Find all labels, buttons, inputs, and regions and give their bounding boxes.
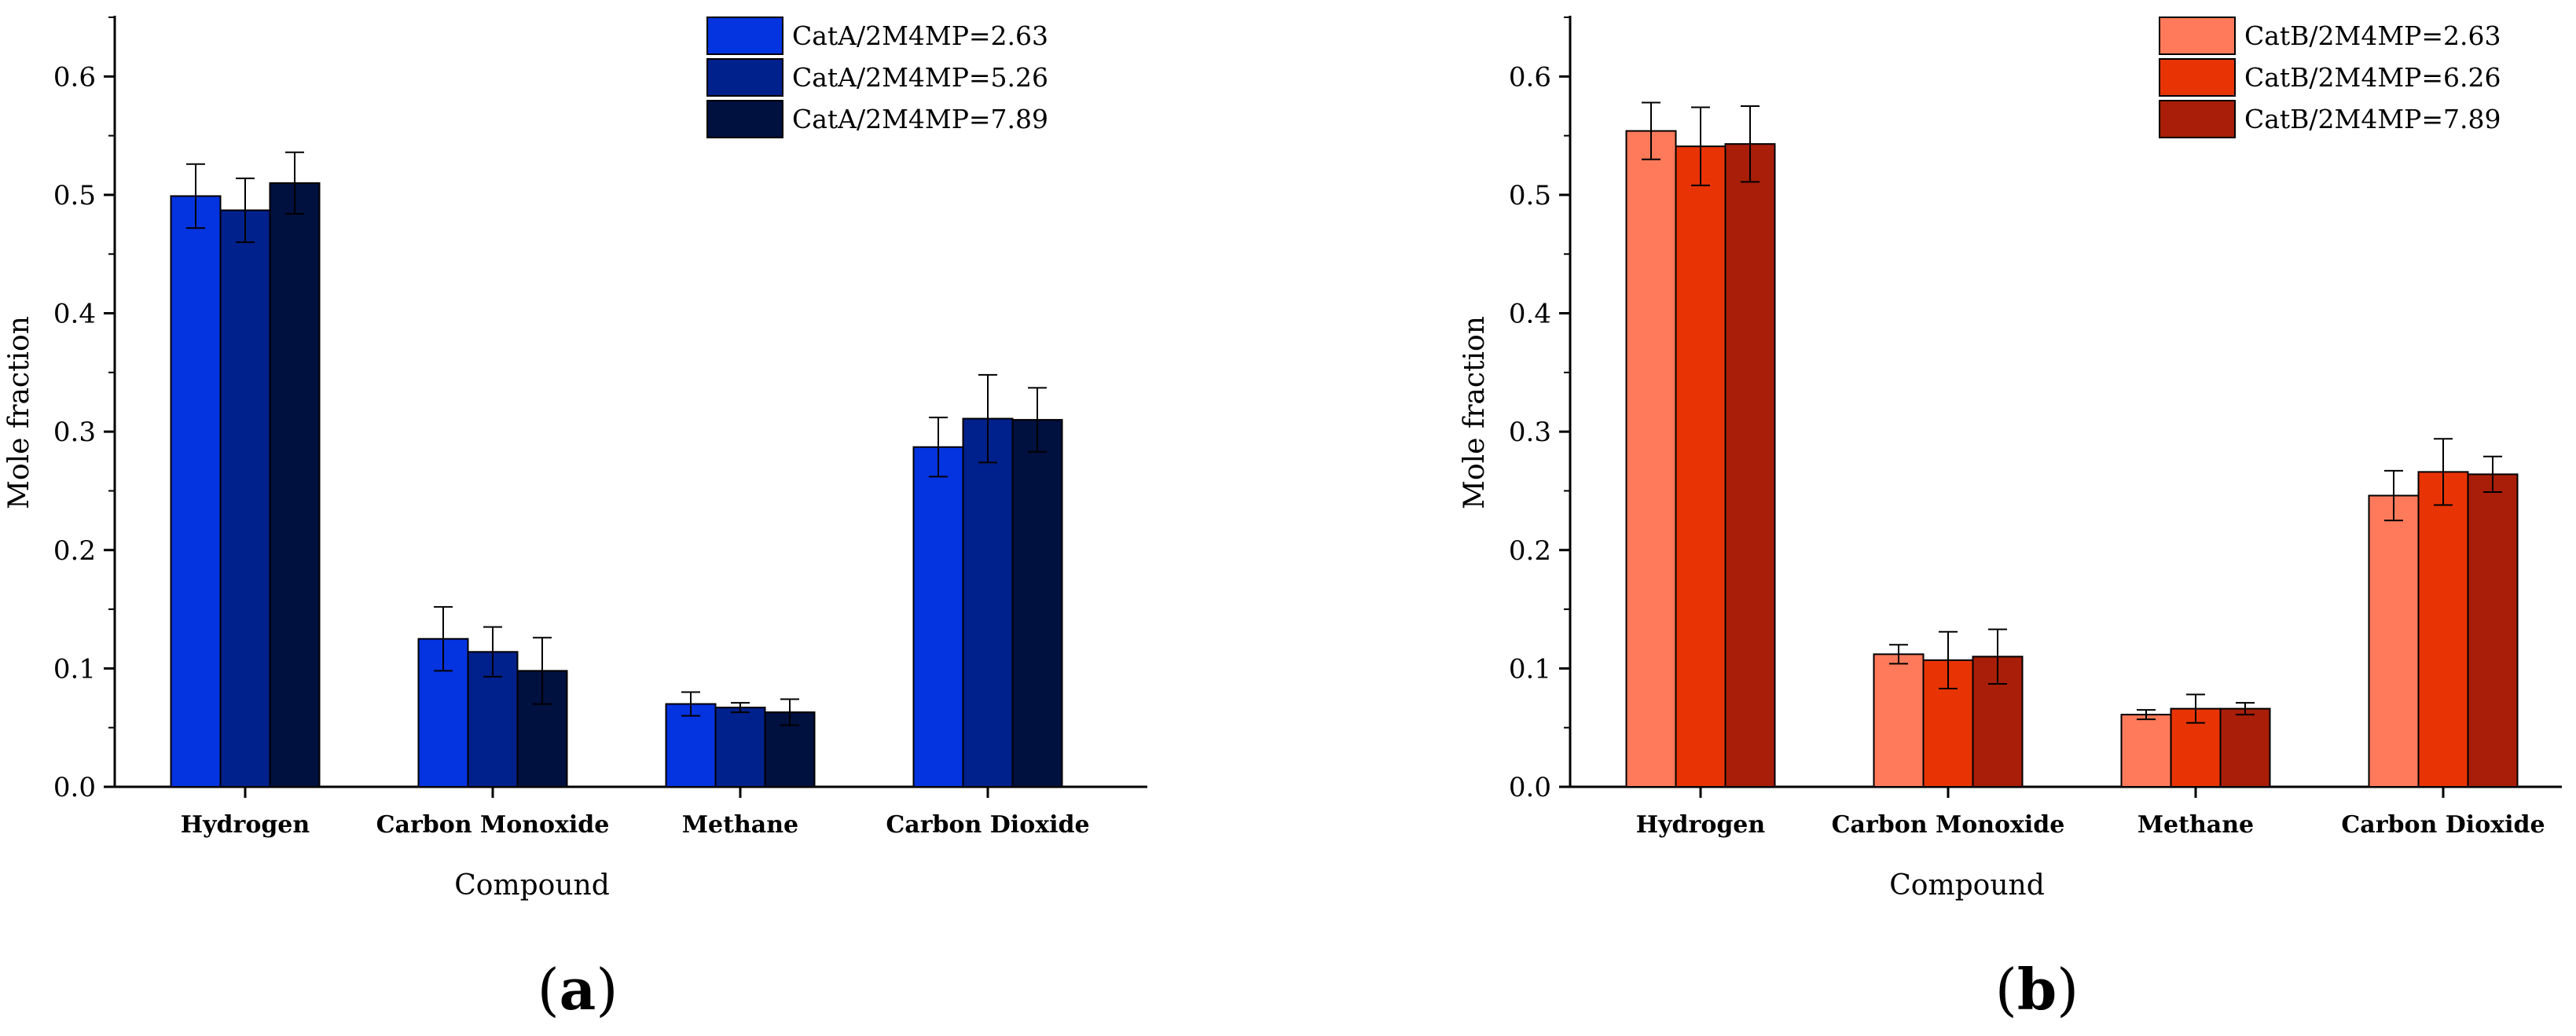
legend-label: CatB/2M4MP=7.89: [2244, 104, 2501, 134]
chart-panel-a: 0.0 0.1 0.2 0.3 0.4 0.5 0.6 Hydrogen Carbon Mono…: [3, 16, 1147, 1023]
bar-a-s3-carbon-dioxide: [1011, 419, 1063, 788]
chart-panel-b: 0.0 0.1 0.2 0.3 0.4 0.5 0.6 Hydrogen Carbon Mono…: [1459, 16, 2562, 1023]
panel-label-open-paren: (: [1995, 957, 2017, 1023]
x-axis-title: Compound: [454, 869, 610, 902]
x-category-label: Hydrogen: [181, 811, 310, 839]
bar-b-s1-hydrogen: [1625, 130, 1677, 788]
legend-swatch: [706, 100, 783, 138]
panel-label: (a): [538, 956, 618, 1023]
y-tick-label: 0.5: [1509, 180, 1551, 211]
bar-a-s2-methane: [714, 707, 766, 788]
bar-a-s3-hydrogen: [269, 182, 321, 788]
bar-a-s1-carbon-dioxide: [912, 446, 964, 788]
x-category-label: Methane: [2137, 811, 2254, 839]
bar-b-s2-hydrogen: [1675, 145, 1727, 788]
legend-swatch: [2159, 58, 2236, 97]
legend-swatch: [706, 58, 783, 97]
y-tick-label: 0.3: [1509, 417, 1551, 448]
x-category-label: Hydrogen: [1636, 811, 1766, 839]
y-tick-label: 0.4: [1509, 299, 1551, 330]
legend-swatch: [2159, 100, 2236, 138]
panel-label-close-paren: ): [596, 957, 618, 1023]
y-tick-label: 0.3: [53, 417, 96, 448]
y-tick-label: 0.1: [53, 653, 96, 685]
y-tick-label: 0.2: [1509, 535, 1551, 567]
x-category-label: Carbon Dioxide: [2341, 811, 2545, 839]
bar-a-s1-hydrogen: [170, 195, 222, 788]
y-tick-label: 0.0: [53, 772, 96, 803]
x-axis-title: Compound: [1889, 869, 2045, 902]
bar-b-s3-hydrogen: [1724, 143, 1776, 788]
bar-b-s1-carbon-monoxide: [1873, 653, 1925, 788]
y-tick-label: 0.1: [1509, 653, 1551, 685]
bar-a-s2-hydrogen: [219, 209, 271, 788]
bar-a-s1-methane: [665, 703, 717, 788]
legend-swatch: [706, 17, 783, 55]
x-category-label: Carbon Monoxide: [376, 811, 610, 839]
legend-label: CatB/2M4MP=2.63: [2244, 20, 2501, 51]
bar-b-s2-carbon-dioxide: [2417, 471, 2469, 788]
panel-label-letter: a: [560, 956, 596, 1023]
y-tick-label: 0.0: [1509, 772, 1551, 803]
legend-label: CatB/2M4MP=6.26: [2244, 62, 2501, 93]
bar-b-s3-methane: [2219, 707, 2271, 788]
legend-label: CatA/2M4MP=7.89: [792, 104, 1048, 134]
x-category-label: Carbon Dioxide: [886, 811, 1089, 839]
y-tick-label: 0.5: [53, 180, 96, 211]
panel-label-open-paren: (: [538, 957, 560, 1023]
x-category-label: Carbon Monoxide: [1832, 811, 2065, 839]
bar-a-s2-carbon-dioxide: [962, 417, 1014, 788]
x-category-label: Methane: [682, 811, 798, 839]
panel-label: (b): [1995, 956, 2079, 1023]
y-axis-title: Mole fraction: [1459, 316, 1491, 509]
legend-swatch: [2159, 17, 2236, 55]
y-tick-label: 0.2: [53, 535, 96, 567]
y-axis-title: Mole fraction: [3, 316, 35, 509]
bar-b-s3-carbon-dioxide: [2467, 473, 2519, 788]
legend-label: CatA/2M4MP=5.26: [792, 62, 1048, 93]
legend-label: CatA/2M4MP=2.63: [792, 20, 1048, 51]
bar-b-s1-carbon-dioxide: [2368, 494, 2420, 788]
y-tick-label: 0.6: [53, 61, 96, 93]
panel-label-close-paren: ): [2057, 957, 2079, 1023]
y-tick-label: 0.6: [1509, 61, 1551, 93]
panel-label-letter: b: [2017, 956, 2057, 1023]
bar-b-s1-methane: [2120, 714, 2172, 788]
y-tick-label: 0.4: [53, 299, 96, 330]
